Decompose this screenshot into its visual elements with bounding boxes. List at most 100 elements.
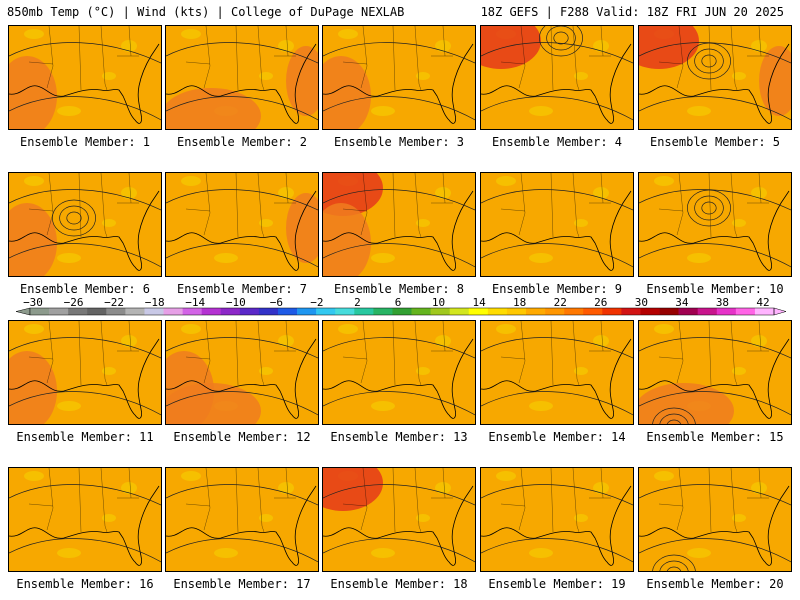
ensemble-member-label: Ensemble Member: 19 <box>488 577 626 591</box>
cool-patch <box>574 219 588 227</box>
ensemble-member-label: Ensemble Member: 20 <box>646 577 784 591</box>
cool-patch <box>529 548 553 558</box>
colorbar-tick-label: −14 <box>185 296 206 309</box>
contour-lines <box>323 484 475 563</box>
ensemble-member-label: Ensemble Member: 18 <box>330 577 468 591</box>
state-borders <box>500 26 611 91</box>
cool-patch <box>435 482 451 494</box>
temperature-map <box>323 26 475 129</box>
coastline <box>323 43 474 124</box>
cool-patch <box>57 401 81 411</box>
temperature-map <box>481 468 633 571</box>
colorbar-tick-label: −18 <box>144 296 165 309</box>
contour-lines <box>481 42 633 121</box>
pressure-center-ring <box>666 419 682 424</box>
contour-lines <box>166 42 318 121</box>
cool-patch <box>732 72 746 80</box>
cool-patch <box>732 367 746 375</box>
cool-patch <box>574 72 588 80</box>
ensemble-map-panel <box>165 25 319 130</box>
cool-patch <box>416 72 430 80</box>
temperature-map <box>9 26 161 129</box>
colorbar-segment <box>583 308 603 315</box>
cool-patch <box>181 471 201 481</box>
cool-patch <box>181 29 201 39</box>
contour-lines <box>166 337 318 416</box>
color-scale-bar <box>16 307 787 316</box>
pressure-center-ring <box>659 413 689 424</box>
colorbar-segment <box>735 308 756 315</box>
colorbar-tick-label: 30 <box>634 296 648 309</box>
state-borders <box>28 26 139 91</box>
colorbar-segment <box>640 308 660 315</box>
colorbar-segment <box>354 308 374 315</box>
state-borders <box>185 173 296 238</box>
temperature-map <box>639 321 791 424</box>
temperature-map <box>639 468 791 571</box>
temperature-map <box>323 468 475 571</box>
colorbar-segment <box>545 308 565 315</box>
pressure-center-ring <box>659 560 689 571</box>
colorbar-tick-label: 6 <box>394 296 402 309</box>
temperature-map <box>166 26 318 129</box>
cool-patch <box>751 482 767 494</box>
warm-area <box>9 56 57 129</box>
warm-area <box>759 46 791 116</box>
pressure-center-ring <box>66 211 82 225</box>
ensemble-map-panel <box>8 467 162 572</box>
cool-patch <box>102 219 116 227</box>
colorbar-tick-label: 14 <box>472 296 486 309</box>
colorbar-segment <box>144 308 164 315</box>
colorbar-tick-label: −26 <box>63 296 84 309</box>
state-borders <box>185 468 296 533</box>
temperature-map <box>639 173 791 276</box>
state-borders <box>28 468 139 533</box>
cool-patch <box>654 471 674 481</box>
pressure-center-ring <box>652 554 696 571</box>
coastline <box>639 43 790 124</box>
cool-patch <box>435 40 451 52</box>
cool-patch <box>654 176 674 186</box>
pressure-center-ring <box>553 31 569 45</box>
colorbar-tick-label: 10 <box>431 296 446 309</box>
ensemble-map-panel <box>480 467 634 572</box>
coastline <box>9 190 160 271</box>
cool-patch <box>259 72 273 80</box>
ensemble-map-panel <box>322 172 476 277</box>
colorbar-segment <box>602 308 622 315</box>
cool-patch <box>371 106 395 116</box>
cool-patch <box>338 29 358 39</box>
temperature-map <box>481 321 633 424</box>
cool-patch <box>57 106 81 116</box>
colorbar-segment <box>297 308 317 315</box>
colorbar-segment <box>621 308 641 315</box>
ensemble-map-panel <box>638 25 792 130</box>
colorbar-tick-label: 34 <box>675 296 689 309</box>
temperature-fill <box>481 173 633 276</box>
cool-patch <box>278 335 294 347</box>
colorbar-segment <box>564 308 584 315</box>
contour-lines <box>639 484 791 563</box>
temperature-map <box>166 321 318 424</box>
contour-lines <box>323 337 475 416</box>
cool-patch <box>278 187 294 199</box>
colorbar-segment <box>659 308 679 315</box>
ensemble-member-label: Ensemble Member: 16 <box>16 577 154 591</box>
cool-patch <box>751 40 767 52</box>
ensemble-member-label: Ensemble Member: 2 <box>176 135 308 149</box>
temperature-map <box>9 321 161 424</box>
ensemble-map-panel <box>8 25 162 130</box>
state-borders <box>28 321 139 386</box>
cool-patch <box>593 40 609 52</box>
ensemble-map-panel <box>480 25 634 130</box>
cool-patch <box>496 471 516 481</box>
coastline <box>166 338 317 419</box>
pressure-center-ring <box>539 26 583 57</box>
cool-patch <box>751 187 767 199</box>
colorbar-segment <box>373 308 393 315</box>
ensemble-map-panel <box>8 172 162 277</box>
colorbar-segment <box>30 308 50 315</box>
colorbar-tick-label: 18 <box>513 296 527 309</box>
colorbar-segment <box>87 308 107 315</box>
cool-patch <box>102 367 116 375</box>
